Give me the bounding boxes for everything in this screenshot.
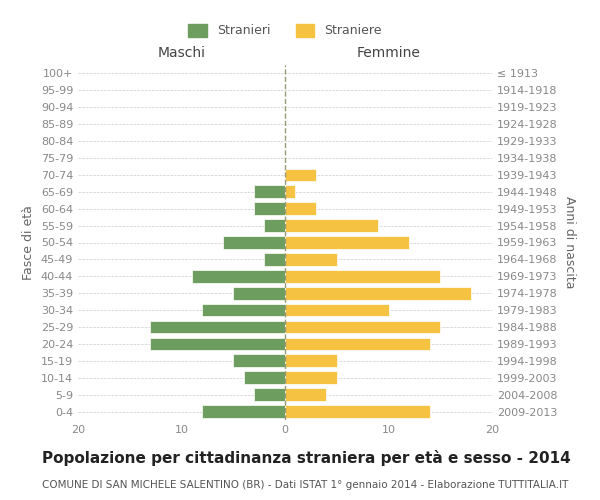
Bar xyxy=(285,236,409,249)
Bar xyxy=(244,372,285,384)
Bar xyxy=(285,287,472,300)
Bar xyxy=(233,354,285,367)
Y-axis label: Anni di nascita: Anni di nascita xyxy=(563,196,576,289)
Bar xyxy=(285,372,337,384)
Bar xyxy=(285,304,389,316)
Bar xyxy=(265,220,285,232)
Bar xyxy=(151,338,285,350)
Y-axis label: Fasce di età: Fasce di età xyxy=(22,205,35,280)
Bar xyxy=(265,253,285,266)
Bar xyxy=(233,287,285,300)
Bar xyxy=(223,236,285,249)
Text: Femmine: Femmine xyxy=(356,46,421,60)
Text: Maschi: Maschi xyxy=(157,46,205,60)
Bar xyxy=(202,304,285,316)
Bar xyxy=(285,354,337,367)
Text: Popolazione per cittadinanza straniera per età e sesso - 2014: Popolazione per cittadinanza straniera p… xyxy=(42,450,571,466)
Bar xyxy=(285,253,337,266)
Bar xyxy=(285,202,316,215)
Bar xyxy=(192,270,285,282)
Text: COMUNE DI SAN MICHELE SALENTINO (BR) - Dati ISTAT 1° gennaio 2014 - Elaborazione: COMUNE DI SAN MICHELE SALENTINO (BR) - D… xyxy=(42,480,568,490)
Bar xyxy=(285,338,430,350)
Bar xyxy=(285,186,295,198)
Bar xyxy=(285,220,378,232)
Legend: Stranieri, Straniere: Stranieri, Straniere xyxy=(183,19,387,42)
Bar xyxy=(285,270,440,282)
Bar xyxy=(202,405,285,418)
Bar xyxy=(285,168,316,181)
Bar xyxy=(254,202,285,215)
Bar xyxy=(285,388,326,401)
Bar xyxy=(254,388,285,401)
Bar xyxy=(285,405,430,418)
Bar xyxy=(285,320,440,334)
Bar xyxy=(151,320,285,334)
Bar xyxy=(254,186,285,198)
